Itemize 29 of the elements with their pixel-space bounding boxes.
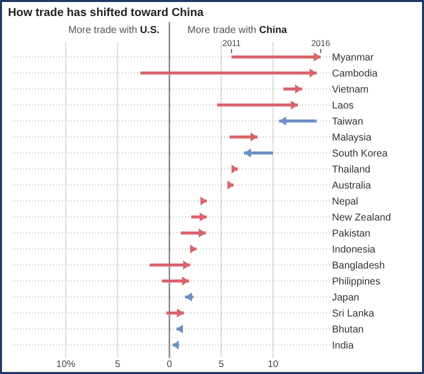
y-tick-label: Nepal [332,196,358,208]
y-tick-label: Indonesia [332,244,376,256]
y-tick-label: Vietnam [332,84,369,96]
y-tick-label: Australia [332,180,372,192]
y-tick-label: Cambodia [332,68,378,80]
y-tick-label: Thailand [332,164,370,176]
y-tick-label: South Korea [332,148,388,160]
text: More trade with China [187,25,288,36]
y-tick-label: Pakistan [332,228,370,240]
y-tick-label: Malaysia [332,132,372,144]
y-tick-label: India [332,340,354,352]
y-tick-label: Myanmar [332,52,374,64]
x-tick-label: 0 [166,359,172,370]
y-tick-label: Sri Lanka [332,308,375,320]
x-tick-label: 10% [56,359,76,370]
x-tick-label: 5 [218,359,224,370]
x-tick-label: 10 [268,359,278,370]
y-tick-label: Taiwan [332,116,364,128]
y-tick-label: Japan [332,292,360,304]
y-tick-label: Bangladesh [332,260,385,272]
y-tick-label: New Zealand [332,212,391,224]
y-tick-label: Philippines [332,276,380,288]
annotation: 2016 [311,38,330,48]
y-tick-label: Laos [332,100,354,112]
annotation: 2011 [222,38,241,48]
y-tick-label: Bhutan [332,324,364,336]
chart-title: How trade has shifted toward China [8,7,204,19]
text: More trade with U.S. [68,25,160,36]
x-tick-label: 5 [114,359,120,370]
